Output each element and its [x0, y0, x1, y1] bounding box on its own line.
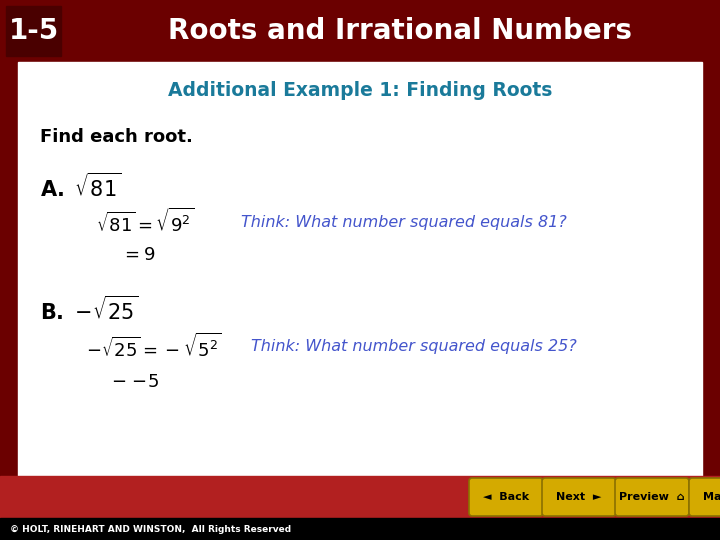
Text: Main  ⌂: Main ⌂	[703, 492, 720, 502]
Text: Roots and Irrational Numbers: Roots and Irrational Numbers	[168, 17, 632, 45]
Text: Think: What number squared equals 81?: Think: What number squared equals 81?	[241, 214, 567, 230]
Text: $-\sqrt{25}=-\sqrt{5^2}$: $-\sqrt{25}=-\sqrt{5^2}$	[86, 333, 222, 361]
Text: Preview  ⌂: Preview ⌂	[619, 492, 685, 502]
Bar	[0, 518, 720, 540]
Text: $=9$: $=9$	[121, 246, 156, 264]
Text: $\mathbf{A.}\ \sqrt{81}$: $\mathbf{A.}\ \sqrt{81}$	[40, 173, 121, 201]
Text: $\sqrt{81}=\sqrt{9^2}$: $\sqrt{81}=\sqrt{9^2}$	[96, 208, 195, 236]
Text: Find each root.: Find each root.	[40, 128, 193, 146]
FancyBboxPatch shape	[542, 478, 616, 516]
Text: Additional Example 1: Finding Roots: Additional Example 1: Finding Roots	[168, 80, 552, 99]
Bar	[6, 6, 61, 56]
Text: ◄  Back: ◄ Back	[483, 492, 529, 502]
Text: © HOLT, RINEHART AND WINSTON,  All Rights Reserved: © HOLT, RINEHART AND WINSTON, All Rights…	[10, 524, 291, 534]
Text: Think: What number squared equals 25?: Think: What number squared equals 25?	[251, 340, 577, 354]
FancyBboxPatch shape	[469, 478, 543, 516]
Text: $\mathbf{B.}\ {-}\sqrt{25}$: $\mathbf{B.}\ {-}\sqrt{25}$	[40, 296, 138, 324]
FancyBboxPatch shape	[615, 478, 689, 516]
Bar	[0, 476, 720, 518]
FancyBboxPatch shape	[689, 478, 720, 516]
Text: Next  ►: Next ►	[557, 492, 602, 502]
Text: 1-5: 1-5	[9, 17, 59, 45]
Bar	[0, 0, 720, 62]
Text: $-\ {-5}$: $-\ {-5}$	[111, 373, 159, 391]
Bar	[18, 62, 702, 485]
